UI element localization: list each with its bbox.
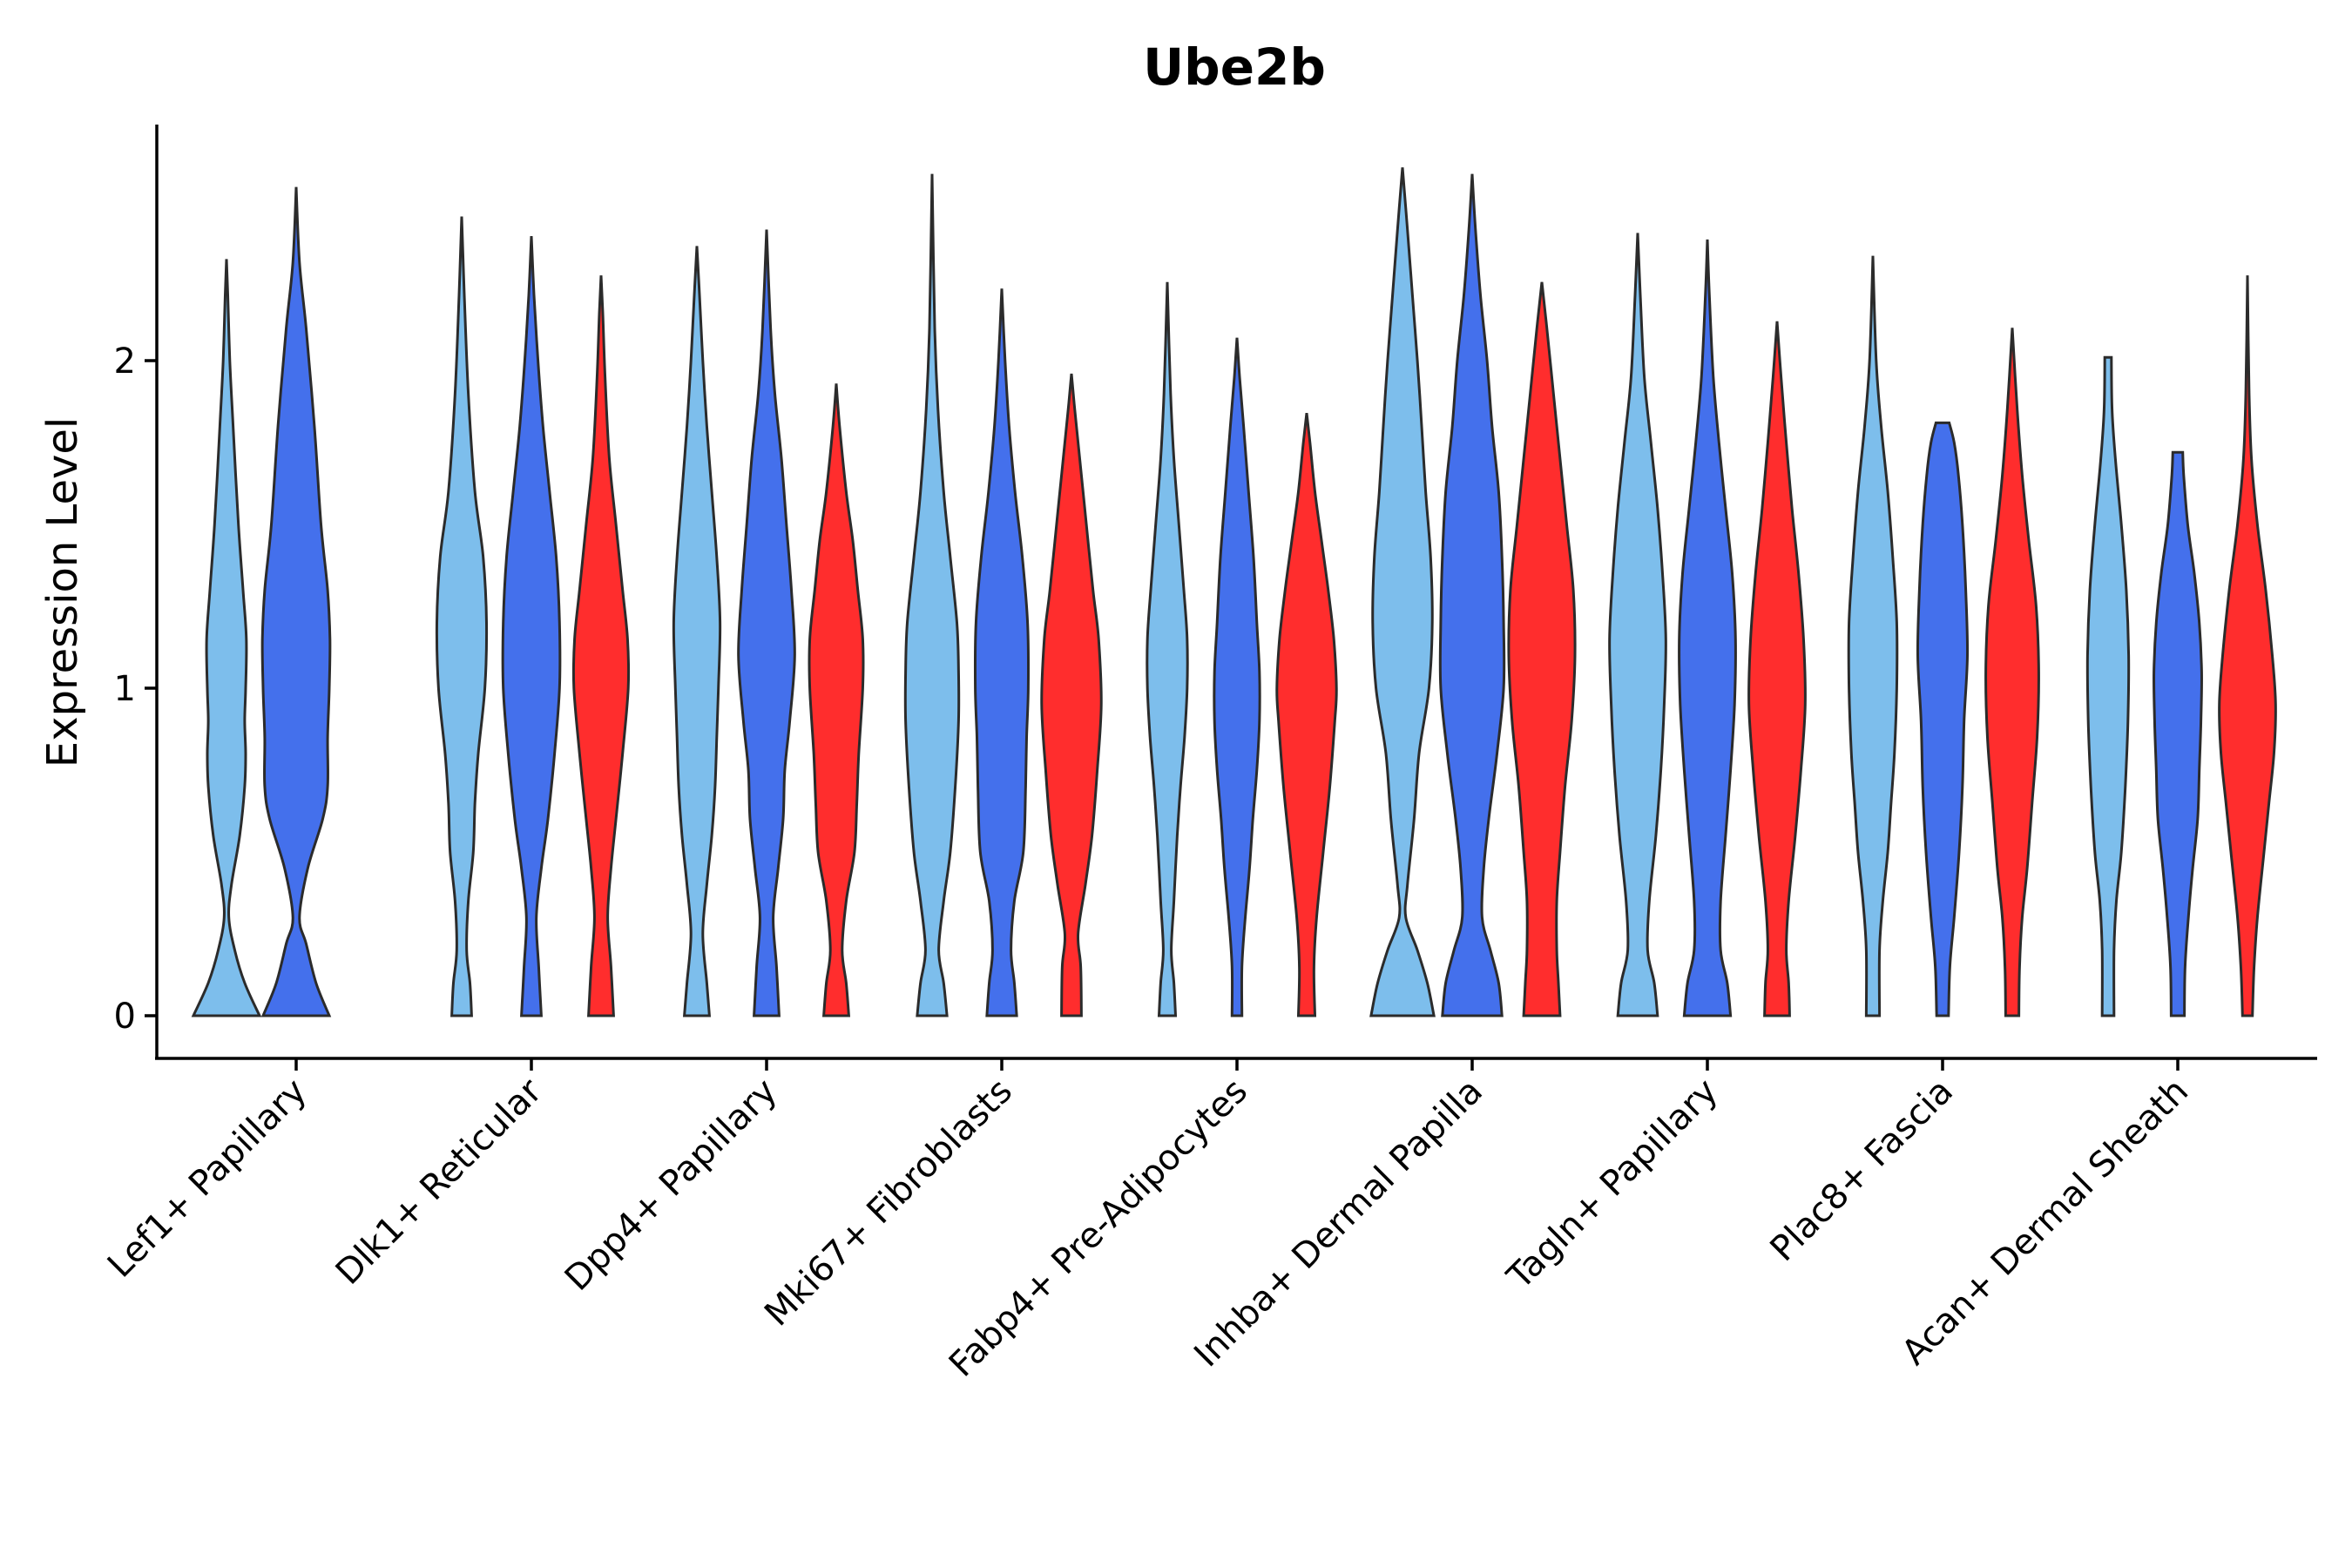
y-tick-label-2: 2 [114, 341, 136, 382]
violin-mki67-fibroblasts-group-3 [1040, 373, 1103, 1017]
violin-tagln-papillary-group-1 [1608, 233, 1667, 1017]
y-axis-label: Expression Level [38, 417, 87, 768]
y-axis-ticks: 0 1 2 [114, 341, 157, 1037]
violin-dlk1-reticular-group-1 [435, 216, 489, 1017]
violin-acan-dermal-sheath-group-3 [2218, 275, 2277, 1017]
violin-plac8-fascia-group-2 [1916, 421, 1970, 1017]
violin-dpp4-papillary-group-2 [737, 229, 796, 1017]
violin-dpp4-papillary-group-1 [672, 246, 722, 1017]
violin-inhba-dermal-papilla-group-1 [1369, 167, 1436, 1017]
y-tick-label-0: 0 [114, 997, 136, 1037]
violin-fabp4-pre-adipocytes-group-1 [1146, 281, 1189, 1017]
x-tick-label-lef1-papillary: Lef1+ Papillary [100, 1071, 314, 1286]
x-axis-ticks: Lef1+ Papillary Dlk1+ Reticular Dpp4+ Papi… [100, 1058, 2196, 1385]
violin-dpp4-papillary-group-3 [808, 383, 865, 1017]
violin-fabp4-pre-adipocytes-group-2 [1213, 337, 1261, 1017]
violin-plac8-fascia-group-3 [1984, 328, 2040, 1017]
violin-dlk1-reticular-group-3 [571, 275, 631, 1017]
x-tick-label-plac8-fascia: Plac8+ Fascia [1763, 1071, 1962, 1270]
violin-tagln-papillary-group-2 [1678, 239, 1737, 1017]
violin-acan-dermal-sheath-group-1 [2085, 355, 2131, 1017]
chart-title: Ube2b [1143, 37, 1326, 97]
x-tick-label-dlk1-reticular: Dlk1+ Reticular [328, 1071, 551, 1293]
violin-inhba-dermal-papilla-group-3 [1507, 281, 1577, 1017]
x-tick-label-mki67-fibroblasts: Mki67+ Fibroblasts [757, 1071, 1020, 1335]
x-tick-label-dpp4-papillary: Dpp4+ Papillary [558, 1071, 785, 1299]
violin-group [191, 167, 2277, 1017]
violin-plac8-fascia-group-1 [1847, 255, 1899, 1017]
violin-mki67-fibroblasts-group-1 [903, 173, 961, 1017]
violin-lef1-papillary-group-1 [191, 259, 262, 1017]
y-tick-label-1: 1 [114, 669, 136, 709]
violin-inhba-dermal-papilla-group-2 [1438, 173, 1506, 1017]
violin-acan-dermal-sheath-group-2 [2153, 450, 2203, 1017]
violin-tagln-papillary-group-3 [1747, 321, 1807, 1017]
violin-dlk1-reticular-group-2 [501, 236, 562, 1017]
x-tick-label-tagln-papillary: Tagln+ Papillary [1499, 1071, 1726, 1298]
violin-mki67-fibroblasts-group-2 [973, 288, 1031, 1017]
violin-fabp4-pre-adipocytes-group-3 [1275, 413, 1338, 1017]
violin-lef1-papillary-group-2 [260, 186, 332, 1017]
